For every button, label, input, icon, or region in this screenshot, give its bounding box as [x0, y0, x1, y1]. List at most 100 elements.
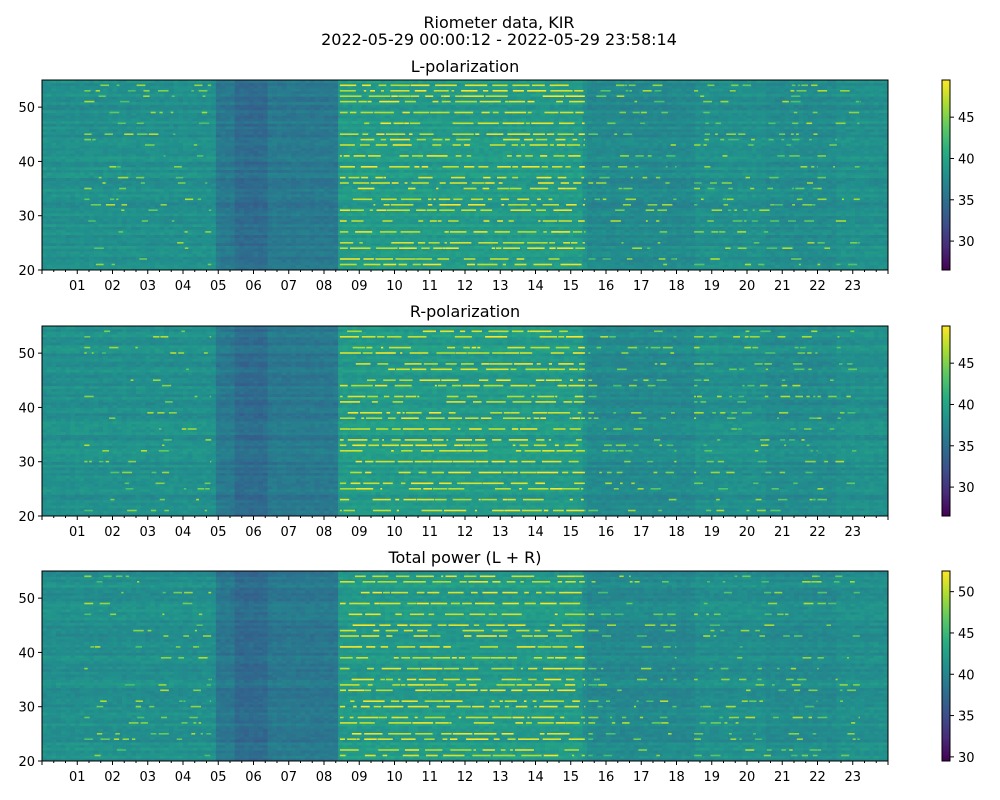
- interference-segment: [765, 396, 769, 398]
- interference-segment: [472, 755, 490, 757]
- interference-segment: [809, 717, 812, 719]
- interference-segment: [352, 445, 366, 447]
- interference-segment: [721, 668, 729, 670]
- interference-segment: [162, 445, 164, 447]
- interference-segment: [631, 483, 634, 485]
- interference-segment: [492, 717, 511, 719]
- interference-segment: [490, 144, 506, 146]
- interference-segment: [502, 592, 517, 594]
- interference-segment: [840, 700, 843, 702]
- interference-segment: [176, 177, 183, 179]
- interference-segment: [392, 717, 409, 719]
- interference-segment: [571, 630, 585, 632]
- interference-segment: [731, 412, 737, 414]
- interference-segment: [454, 445, 463, 447]
- interference-segment: [481, 499, 497, 501]
- interference-segment: [522, 635, 533, 637]
- interference-segment: [206, 733, 211, 735]
- interference-segment: [517, 258, 525, 260]
- interference-segment: [671, 412, 675, 414]
- interference-segment: [445, 139, 450, 141]
- interference-segment: [574, 483, 585, 485]
- interference-segment: [351, 428, 370, 430]
- interference-segment: [524, 592, 529, 594]
- interference-segment: [523, 499, 544, 501]
- interference-segment: [744, 347, 751, 349]
- interference-segment: [818, 417, 822, 419]
- interference-segment: [109, 417, 115, 419]
- x-tick-label: 05: [210, 279, 227, 294]
- interference-segment: [575, 646, 584, 648]
- interference-segment: [170, 352, 176, 354]
- interference-segment: [579, 581, 585, 583]
- interference-segment: [429, 412, 441, 414]
- interference-segment: [565, 614, 585, 616]
- interference-segment: [405, 749, 419, 751]
- interference-segment: [764, 592, 771, 594]
- x-tick-label: 13: [492, 279, 509, 294]
- interference-segment: [855, 166, 860, 168]
- interference-segment: [520, 581, 524, 583]
- interference-segment: [563, 242, 570, 244]
- interference-segment: [583, 144, 585, 146]
- interference-segment: [632, 247, 642, 249]
- interference-segment: [710, 624, 720, 626]
- interference-segment: [611, 220, 621, 222]
- interference-segment: [818, 199, 827, 201]
- interference-segment: [654, 439, 660, 441]
- interference-segment: [524, 139, 533, 141]
- interference-segment: [602, 635, 611, 637]
- interference-segment: [417, 603, 429, 605]
- interference-segment: [486, 369, 509, 371]
- interference-segment: [350, 247, 371, 249]
- interference-segment: [573, 182, 581, 184]
- interference-segment: [618, 166, 627, 168]
- interference-segment: [464, 166, 474, 168]
- y-tick-label: 30: [18, 210, 35, 225]
- interference-segment: [794, 112, 798, 114]
- interference-segment: [191, 706, 201, 708]
- x-tick-label: 02: [104, 279, 121, 294]
- interference-segment: [456, 139, 470, 141]
- interference-segment: [601, 614, 611, 616]
- interference-segment: [496, 247, 501, 249]
- interference-segment: [704, 450, 712, 452]
- interference-segment: [629, 385, 637, 387]
- interference-segment: [102, 352, 106, 354]
- interference-segment: [545, 112, 559, 114]
- interference-segment: [439, 204, 460, 206]
- interference-segment: [340, 488, 356, 490]
- interference-segment: [657, 379, 667, 381]
- interference-segment: [535, 483, 545, 485]
- interference-segment: [340, 385, 348, 387]
- x-tick-label: 06: [245, 525, 262, 540]
- interference-segment: [694, 90, 698, 92]
- interference-segment: [84, 199, 89, 201]
- interference-segment: [198, 488, 205, 490]
- interference-segment: [184, 592, 193, 594]
- interference-segment: [787, 144, 792, 146]
- interference-segment: [443, 166, 459, 168]
- interference-segment: [811, 85, 817, 87]
- x-tick-label: 19: [703, 525, 720, 540]
- interference-segment: [579, 363, 585, 365]
- interference-segment: [525, 155, 533, 157]
- interference-segment: [405, 363, 422, 365]
- interference-segment: [663, 347, 673, 349]
- interference-segment: [575, 396, 584, 398]
- interference-segment: [557, 576, 576, 578]
- interference-segment: [503, 242, 524, 244]
- interference-segment: [778, 690, 786, 692]
- interference-segment: [778, 499, 787, 501]
- interference-segment: [160, 336, 168, 338]
- interference-segment: [556, 347, 570, 349]
- interference-segment: [490, 258, 509, 260]
- interference-segment: [604, 428, 607, 430]
- interference-segment: [454, 112, 473, 114]
- interference-segment: [428, 199, 431, 201]
- interference-segment: [356, 363, 371, 365]
- interference-segment: [109, 166, 116, 168]
- interference-segment: [158, 90, 169, 92]
- interference-segment: [185, 231, 188, 233]
